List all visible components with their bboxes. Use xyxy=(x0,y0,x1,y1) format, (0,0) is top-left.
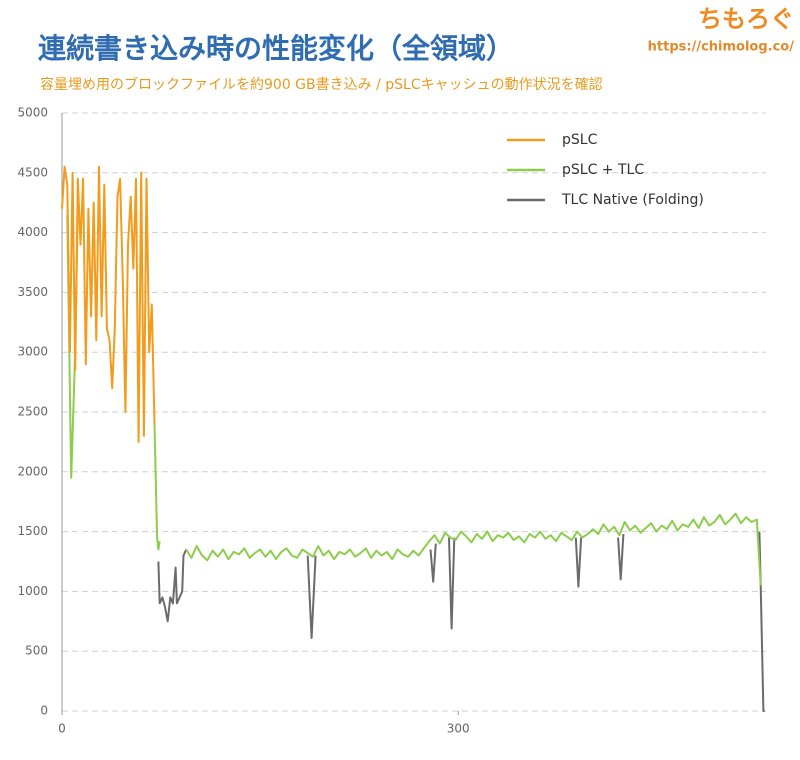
x-tick-label: 0 xyxy=(58,722,66,736)
y-tick-label: 3000 xyxy=(17,345,48,359)
y-tick-label: 3500 xyxy=(17,285,48,299)
series-line xyxy=(61,165,156,443)
chart-subtitle: 容量埋め用のブロックファイルを約900 GB書き込み / pSLCキャッシュの動… xyxy=(40,76,603,93)
y-tick-label: 1000 xyxy=(17,584,48,598)
watermark: ちもろぐ xyxy=(698,5,794,33)
y-tick-label: 5000 xyxy=(17,106,48,120)
plot-area: 0500100015002000250030003500400045005000… xyxy=(17,106,766,736)
legend-label: TLC Native (Folding) xyxy=(561,192,704,208)
legend-label: pSLC xyxy=(562,132,598,148)
y-tick-label: 4500 xyxy=(17,165,48,179)
y-tick-label: 4000 xyxy=(17,225,48,239)
watermark-url: https://chimolog.co/ xyxy=(648,40,795,55)
y-tick-label: 500 xyxy=(25,644,48,658)
x-tick-label: 300 xyxy=(447,722,470,736)
legend-label: pSLC + TLC xyxy=(562,162,644,178)
chart-title: 連続書き込み時の性能変化（全領域） xyxy=(38,32,514,65)
y-tick-label: 2000 xyxy=(17,464,48,478)
y-tick-label: 0 xyxy=(40,704,48,718)
series-line xyxy=(157,531,765,712)
y-tick-label: 1500 xyxy=(17,524,48,538)
y-tick-label: 2500 xyxy=(17,405,48,419)
